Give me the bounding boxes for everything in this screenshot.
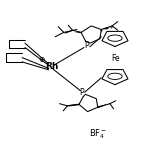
Text: Rh: Rh <box>45 62 58 71</box>
Text: ⊕: ⊕ <box>38 55 45 64</box>
Text: BF$_4^-$: BF$_4^-$ <box>89 127 107 141</box>
Text: Fe: Fe <box>111 54 120 63</box>
Text: P: P <box>80 88 84 97</box>
Polygon shape <box>97 104 108 108</box>
Text: P: P <box>85 41 89 50</box>
Polygon shape <box>75 32 82 33</box>
